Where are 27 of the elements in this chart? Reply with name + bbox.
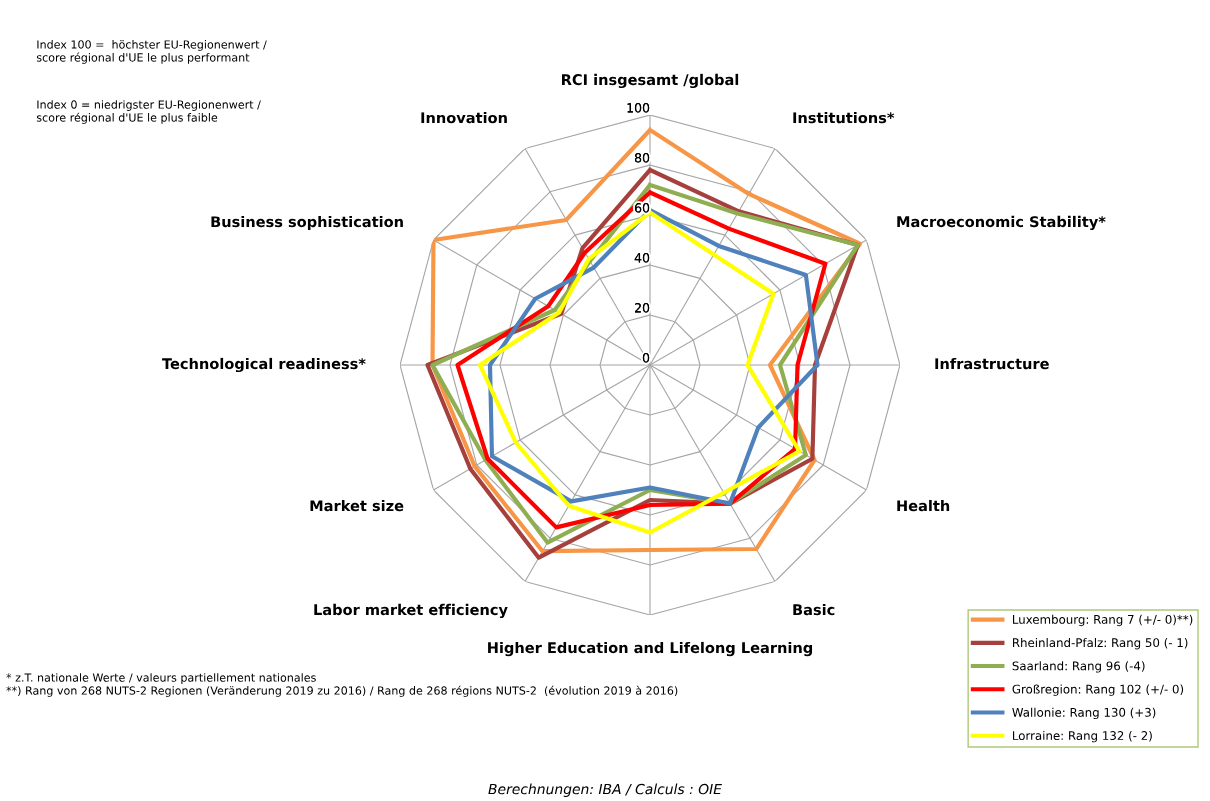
legend-label: Lorraine: Rang 132 (- 2): [1013, 730, 1152, 743]
text: * z.T. nationale Werte / valeurs partiellement nationales **) Rang von 268 NUTS-2 Regionen (Veränderung 2019 zu 2016) / Rang de 268 régions NUTS-2 (évolution 2019 à 2016): [6, 673, 678, 697]
spoke-label: Business sophistication: [211, 215, 403, 231]
spoke-label: Basic: [793, 603, 835, 616]
legend-label: Luxembourg: Rang 7 (+/- 0)**): [1013, 614, 1193, 627]
legend-label: Großregion: Rang 102 (+/- 0): [1012, 684, 1184, 696]
text: Index 100 = höchster EU-Regionenwert / score régional d'UE le plus performant: [36, 40, 267, 64]
spoke-label: Innovation: [421, 111, 507, 124]
y-tick-label: 80: [634, 153, 650, 163]
spoke-label: Macroeconomic Stability*: [897, 215, 1106, 231]
spoke-label: Infrastructure: [935, 357, 1049, 370]
y-tick-label: 0: [642, 353, 650, 363]
legend-label: Rheinland-Pfalz: Rang 50 (- 1): [1013, 637, 1188, 650]
spoke-label: Institutions*: [793, 111, 895, 124]
spoke-label: Health: [897, 499, 950, 512]
y-tick-label: 40: [634, 253, 650, 263]
spoke-label: Technological readiness*: [162, 357, 366, 373]
spoke-label: Market size: [310, 499, 404, 512]
y-tick-label: 100: [627, 103, 650, 113]
spoke-label: RCI insgesamt /global: [562, 73, 739, 89]
legend-label: Wallonie: Rang 130 (+3): [1012, 707, 1156, 720]
spoke-label: Higher Education and Lifelong Learning: [488, 641, 813, 657]
text: Berechnungen: IBA / Calculs : OIE: [488, 783, 722, 797]
text: Index 0 = niedrigster EU-Regionenwert / score régional d'UE le plus faible: [36, 100, 261, 124]
legend-label: Saarland: Rang 96 (-4): [1012, 661, 1145, 673]
spoke-label: Labor market efficiency: [314, 603, 508, 619]
y-tick-label: 20: [635, 303, 650, 313]
